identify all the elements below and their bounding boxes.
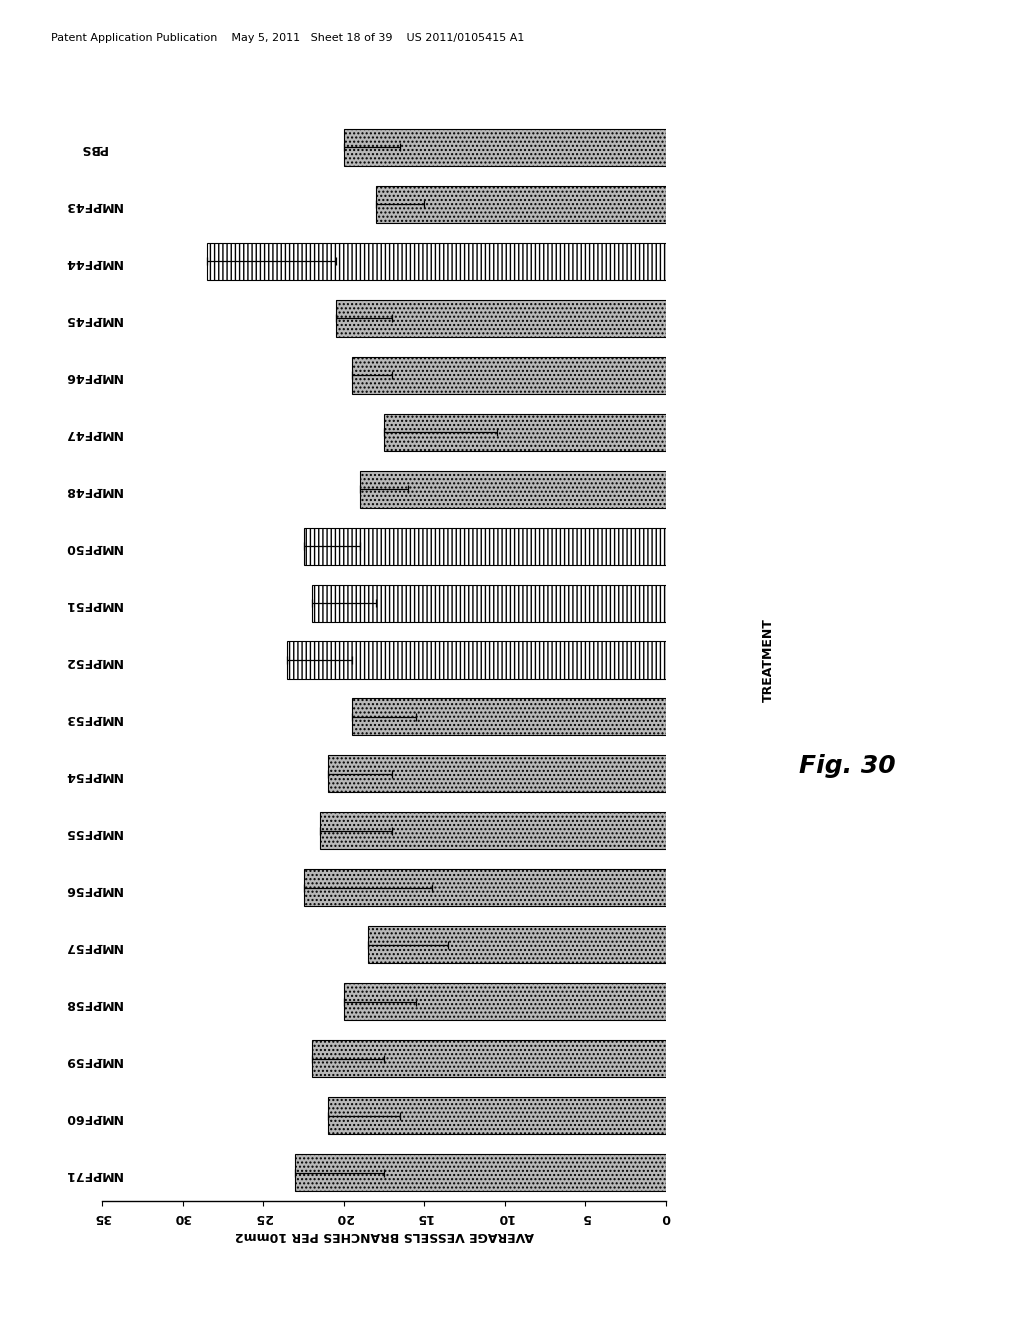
Bar bbox=[384, 413, 666, 450]
Bar bbox=[328, 1097, 666, 1134]
Bar bbox=[303, 870, 666, 907]
Bar bbox=[359, 471, 666, 508]
Bar bbox=[296, 1154, 666, 1191]
Bar bbox=[311, 585, 666, 622]
Text: TREATMENT: TREATMENT bbox=[762, 618, 774, 702]
Bar bbox=[319, 812, 666, 850]
Bar bbox=[311, 1040, 666, 1077]
Bar bbox=[303, 528, 666, 565]
Text: Patent Application Publication    May 5, 2011   Sheet 18 of 39    US 2011/010541: Patent Application Publication May 5, 20… bbox=[51, 33, 524, 44]
Bar bbox=[328, 755, 666, 792]
Bar bbox=[207, 243, 666, 280]
Bar bbox=[368, 927, 666, 964]
Bar bbox=[288, 642, 666, 678]
Bar bbox=[352, 698, 666, 735]
Bar bbox=[376, 186, 666, 223]
Bar bbox=[352, 356, 666, 393]
Text: Fig. 30: Fig. 30 bbox=[799, 754, 895, 777]
Bar bbox=[336, 300, 666, 337]
Bar bbox=[344, 129, 666, 166]
Bar bbox=[344, 983, 666, 1020]
X-axis label: AVERAGE VESSELS BRANCHES PER 10mm2: AVERAGE VESSELS BRANCHES PER 10mm2 bbox=[234, 1229, 534, 1242]
